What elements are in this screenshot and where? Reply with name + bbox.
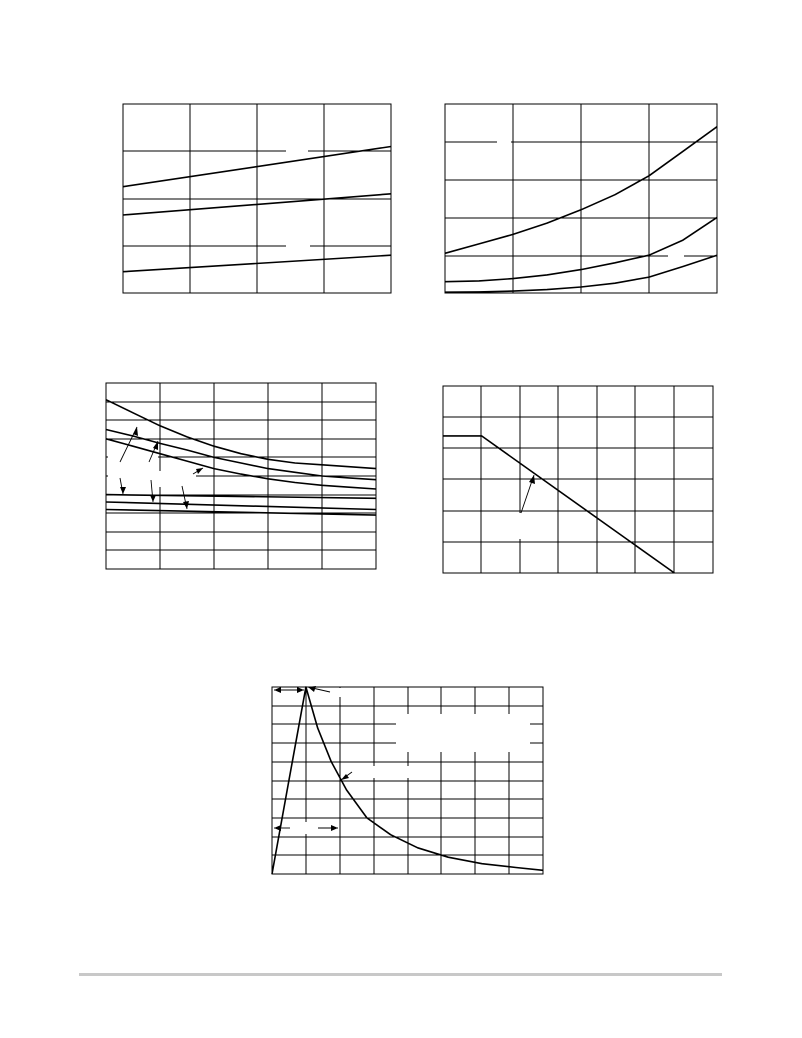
chart-c-series-6 xyxy=(105,508,377,516)
chart-e-arrowhead xyxy=(297,687,304,693)
chart-e-label-gap xyxy=(396,714,530,752)
chart-a-series-2 xyxy=(122,193,392,216)
chart-a xyxy=(122,103,392,294)
chart-c-label-gap xyxy=(108,452,158,478)
footer-divider xyxy=(79,973,722,976)
chart-c-series-1 xyxy=(105,398,377,470)
chart-c-series-2 xyxy=(105,428,377,481)
chart-b-series-1 xyxy=(444,126,718,255)
chart-a-label-gap xyxy=(286,142,308,158)
chart-d-label-gap xyxy=(500,513,540,539)
chart-e-label-gap xyxy=(330,688,370,697)
chart-d-arrowhead xyxy=(529,475,535,484)
chart-e-arrowhead xyxy=(331,825,338,831)
chart-c-arrowhead xyxy=(150,495,156,502)
chart-e xyxy=(271,686,544,875)
chart-b-plot-frame xyxy=(444,103,718,294)
chart-a-series-3 xyxy=(122,254,392,273)
chart-b-grid xyxy=(445,104,717,293)
chart-c-arrowhead xyxy=(133,427,138,436)
chart-c-callout-arrows xyxy=(119,426,204,510)
chart-c-arrowhead xyxy=(120,487,126,494)
chart-d-callout-arrow xyxy=(520,474,535,514)
chart-b-series-3 xyxy=(444,254,718,293)
chart-e-plot-frame xyxy=(271,686,544,875)
chart-c-series-5 xyxy=(105,501,377,511)
chart-a-series-1 xyxy=(122,145,392,188)
chart-a-label-gap xyxy=(286,238,310,252)
chart-b xyxy=(444,103,718,294)
chart-d xyxy=(442,385,714,574)
chart-a-plot-frame xyxy=(122,103,392,294)
chart-e-label-gap xyxy=(290,822,334,834)
chart-c-arrowhead xyxy=(196,468,203,474)
chart-e-arrowhead xyxy=(274,825,281,831)
chart-e-series-1 xyxy=(271,686,544,875)
chart-b-label-gap xyxy=(668,250,684,262)
chart-b-series-2 xyxy=(444,216,718,283)
chart-c-plot-frame xyxy=(105,382,377,570)
chart-c-label-gap xyxy=(150,471,196,487)
chart-b-label-gap xyxy=(497,135,511,149)
chart-c-series-3 xyxy=(105,438,377,490)
chart-b-label-gap xyxy=(589,197,611,209)
chart-a-grid xyxy=(123,104,391,293)
chart-c-arrowhead xyxy=(153,441,158,450)
chart-e-arrowhead xyxy=(274,687,281,693)
chart-d-grid xyxy=(443,386,713,573)
chart-d-series-1 xyxy=(443,435,675,574)
chart-e-arrowhead xyxy=(341,774,349,780)
chart-c xyxy=(105,382,377,570)
chart-d-plot-frame xyxy=(442,385,714,574)
chart-e-label-gap xyxy=(352,766,412,778)
chart-c-arrowhead xyxy=(183,501,189,509)
